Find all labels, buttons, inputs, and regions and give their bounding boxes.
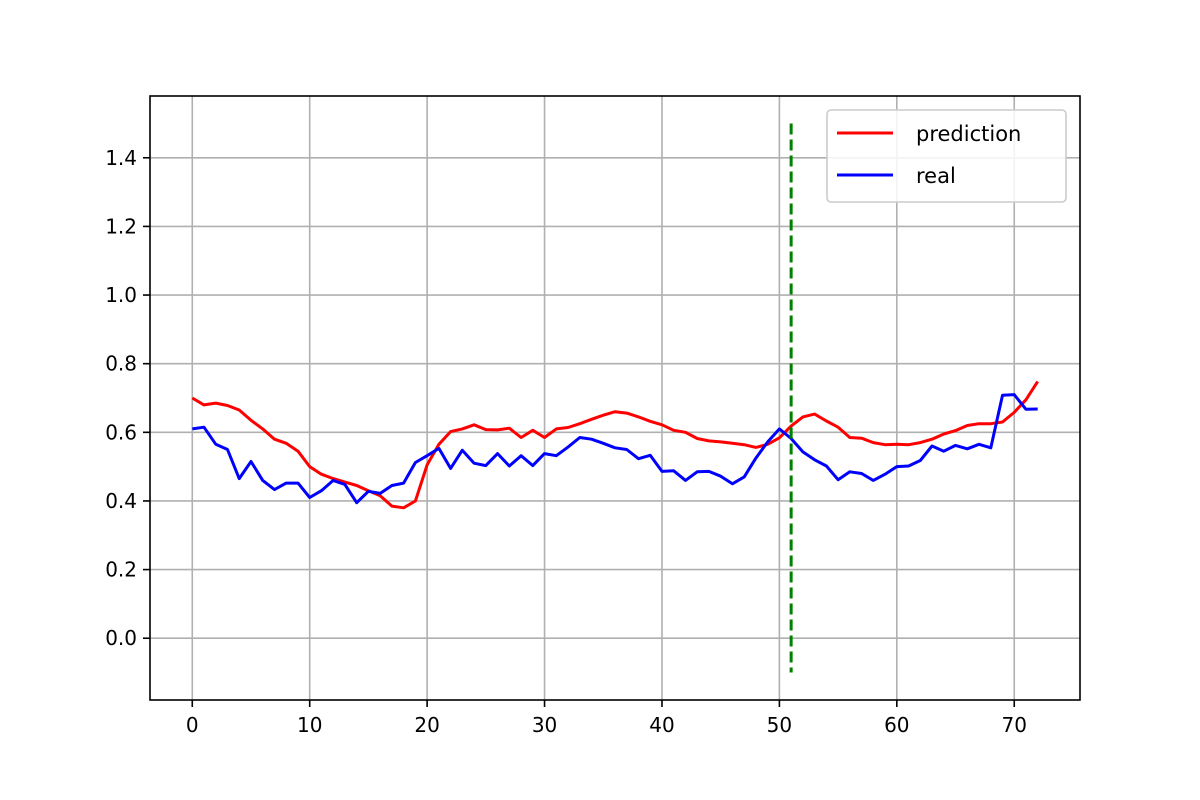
y-tick-label: 1.4 bbox=[105, 146, 137, 170]
x-tick-label: 30 bbox=[532, 713, 557, 737]
ticks: 0 10 20 30 40 50 60 70 0.0 0.2 0.4 0.6 0.8 1.0 1.2 1.4 bbox=[105, 146, 1027, 737]
series-line-prediction bbox=[191, 380, 1039, 510]
y-tick-label: 0.4 bbox=[105, 489, 137, 513]
x-tick-label: 10 bbox=[297, 713, 322, 737]
y-tick-label: 1.0 bbox=[105, 283, 137, 307]
series-layer bbox=[191, 123, 1039, 673]
plot-frame bbox=[149, 95, 1081, 701]
x-tick-label: 40 bbox=[649, 713, 674, 737]
y-tick-label: 0.8 bbox=[105, 352, 137, 376]
y-tick-label: 0.2 bbox=[105, 558, 137, 582]
series-line-real bbox=[192, 393, 1038, 505]
legend-label-prediction: prediction bbox=[916, 122, 1021, 146]
y-tick-label: 1.2 bbox=[105, 214, 137, 238]
x-tick-label: 50 bbox=[767, 713, 792, 737]
x-tick-label: 20 bbox=[414, 713, 439, 737]
x-tick-label: 70 bbox=[1002, 713, 1027, 737]
y-tick-label: 0.6 bbox=[105, 420, 137, 444]
legend: prediction real bbox=[826, 109, 1067, 203]
x-tick-label: 0 bbox=[186, 713, 199, 737]
y-tick-label: 0.0 bbox=[105, 626, 137, 650]
legend-label-real: real bbox=[916, 164, 956, 188]
x-tick-label: 60 bbox=[884, 713, 909, 737]
